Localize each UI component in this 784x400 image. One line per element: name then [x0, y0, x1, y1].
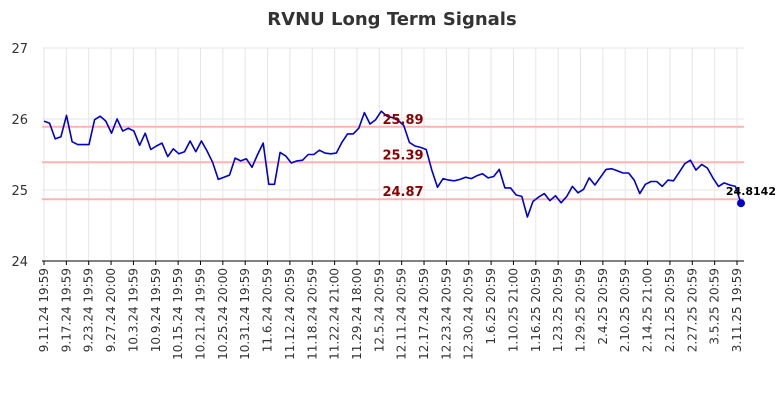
- y-tick-label: 24: [11, 255, 28, 270]
- x-tick-label: 9.23.24 19:59: [82, 268, 96, 352]
- y-tick-label: 27: [11, 42, 28, 57]
- last-point-marker: [737, 199, 745, 208]
- x-tick-label: 3.5.25 20:59: [708, 268, 722, 345]
- x-tick-label: 10.9.24 19:59: [149, 268, 163, 352]
- x-tick-label: 1.29.25 20:59: [574, 268, 588, 352]
- x-tick-label: 12.30.24 20:59: [462, 268, 476, 360]
- x-tick-label: 2.10.25 20:59: [618, 268, 632, 352]
- x-tick-label: 1.6.25 20:59: [484, 268, 498, 345]
- x-tick-label: 1.10.25 21:00: [506, 268, 520, 352]
- grid: [42, 47, 744, 262]
- price-line: [43, 110, 742, 218]
- signal-label: 25.89: [382, 113, 423, 128]
- x-tick-label: 10.25.24 20:00: [216, 268, 230, 360]
- x-tick-label: 10.31.24 19:59: [238, 268, 252, 360]
- x-tick-label: 2.14.25 21:00: [641, 268, 655, 352]
- x-tick-label: 9.17.24 19:59: [59, 268, 73, 352]
- x-tick-label: 1.16.25 20:59: [529, 268, 543, 352]
- x-tick-label: 9.11.24 19:59: [37, 268, 51, 352]
- signal-lines: [42, 125, 744, 201]
- x-tick-label: 12.17.24 20:59: [417, 268, 431, 360]
- x-tick-label: 11.6.24 20:59: [261, 268, 275, 352]
- x-tick-label: 11.29.24 18:00: [350, 268, 364, 360]
- y-tick-label: 26: [11, 113, 28, 128]
- last-value-label: 24.8142: [726, 185, 776, 198]
- x-tick-label: 10.21.24 19:59: [193, 268, 207, 360]
- x-tick-label: 2.27.25 20:59: [685, 268, 699, 352]
- chart-title: RVNU Long Term Signals: [267, 9, 516, 30]
- x-tick-label: 12.11.24 20:59: [395, 268, 409, 360]
- price-series: [43, 110, 745, 218]
- x-tick-label: 11.12.24 20:59: [283, 268, 297, 360]
- x-tick-label: 3.11.25 19:59: [730, 268, 744, 352]
- labels: 25.89 25.39 24.87 24.8142: [382, 113, 776, 200]
- x-tick-label: 12.23.24 20:59: [439, 268, 453, 360]
- x-tick-label: 1.23.25 20:59: [551, 268, 565, 352]
- x-tick-label: 10.15.24 19:59: [171, 268, 185, 360]
- x-tick-label: 12.5.24 20:59: [372, 268, 386, 352]
- x-tick-label: 10.3.24 19:59: [126, 268, 140, 352]
- x-tick-label: 11.22.24 21:00: [328, 268, 342, 360]
- x-tick-label: 2.21.25 20:59: [663, 268, 677, 352]
- x-tick-label: 9.27.24 20:00: [104, 268, 118, 352]
- signal-label: 24.87: [382, 185, 423, 200]
- axes: 24 25 26 27 9.11.24 19:59 9.17.24 19:59 9.23.2…: [11, 42, 744, 360]
- x-tick-label: 2.4.25 20:59: [596, 268, 610, 345]
- y-tick-label: 25: [11, 184, 28, 199]
- x-tick-label: 11.18.24 20:59: [305, 268, 319, 360]
- signal-label: 25.39: [382, 148, 423, 163]
